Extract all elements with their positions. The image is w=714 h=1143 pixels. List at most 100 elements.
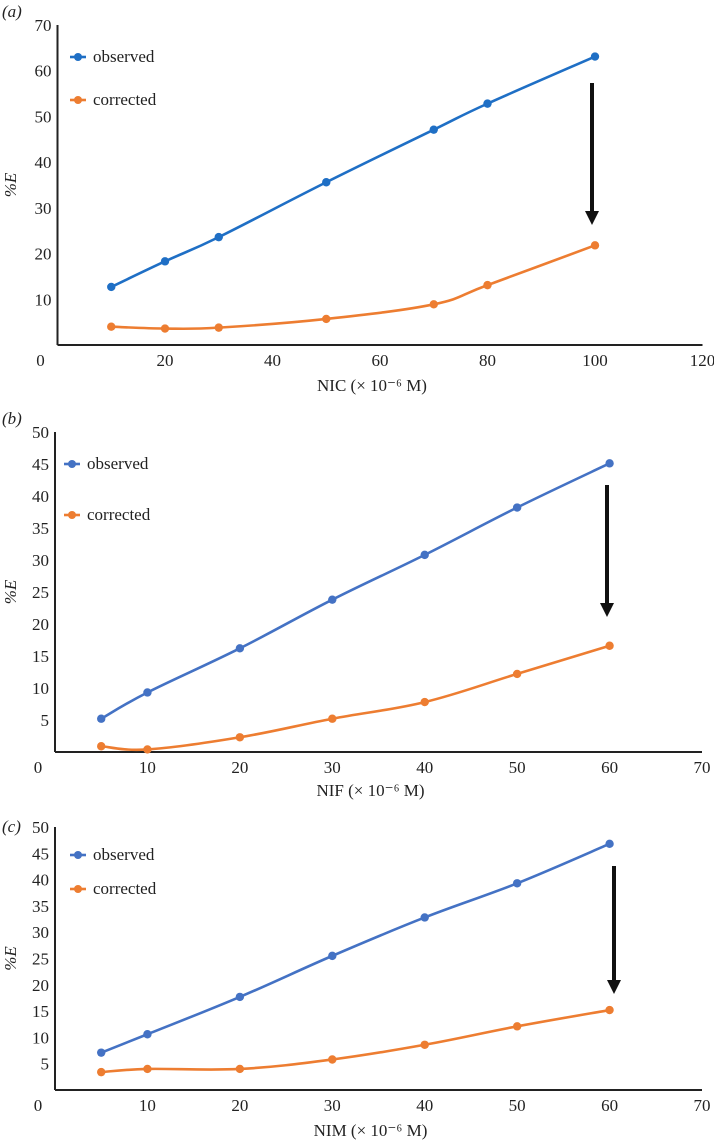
x-tick-label: 100 <box>582 351 608 370</box>
y-tick-label: 35 <box>32 897 49 916</box>
y-tick-label: 40 <box>32 871 49 890</box>
y-tick-label: 10 <box>32 679 49 698</box>
data-point-corrected <box>605 1005 614 1015</box>
x-tick-label: 40 <box>416 758 433 777</box>
panel-label: (a) <box>2 2 22 21</box>
data-point-observed <box>214 232 223 242</box>
data-point-observed <box>512 503 522 512</box>
data-point-observed <box>512 879 522 888</box>
y-tick-label: 50 <box>32 423 49 442</box>
x-axis-label: NIC (× 10⁻⁶ M) <box>317 376 427 395</box>
chart-panel-b: (b) 0 10 20 30 40 50 60 70 5 10 15 20 25 30 35 40 45 50 NIF… <box>1 409 711 800</box>
data-point-observed <box>590 52 600 61</box>
y-tick-label: 45 <box>32 844 49 863</box>
x-tick-label: 80 <box>479 351 496 370</box>
data-point-observed <box>328 595 337 604</box>
y-tick-label: 70 <box>35 16 52 35</box>
y-axis-label: %E <box>1 579 20 604</box>
y-tick-label: 30 <box>35 199 52 218</box>
y-tick-label: 30 <box>32 923 49 942</box>
x-tick-label: 60 <box>372 351 389 370</box>
x-tick-label: 40 <box>264 351 281 370</box>
panel-label: (b) <box>2 409 22 428</box>
arrow-down-icon <box>600 603 614 617</box>
y-tick-label: 10 <box>32 1028 49 1047</box>
y-tick-label: 45 <box>32 455 49 474</box>
data-point-observed <box>322 178 331 187</box>
data-point-observed <box>605 459 614 468</box>
x-tick-label: 20 <box>157 351 174 370</box>
chart-panel-c: (c) 0 10 20 30 40 50 60 70 5 10 15 20 25 30 35 40 45 50 NIM… <box>1 817 711 1140</box>
data-point-observed <box>328 951 337 961</box>
legend-marker-observed <box>74 53 82 61</box>
x-tick-label: 70 <box>694 1096 711 1115</box>
data-point-corrected <box>512 1022 522 1031</box>
data-point-observed <box>235 644 245 653</box>
x-tick-label: 30 <box>324 1096 341 1115</box>
x-tick-label: 20 <box>231 1096 248 1115</box>
x-tick-label: 10 <box>139 1096 156 1115</box>
y-tick-label: 15 <box>32 1002 49 1021</box>
data-point-corrected <box>107 322 116 331</box>
y-tick-label: 50 <box>35 107 52 126</box>
arrow-down-icon <box>585 211 599 225</box>
x-axis-label: NIF (× 10⁻⁶ M) <box>316 781 424 800</box>
y-tick-label: 5 <box>41 711 50 730</box>
series-line-observed <box>100 462 611 720</box>
x-tick-label: 0 <box>36 351 45 370</box>
x-tick-label: 30 <box>324 758 341 777</box>
x-tick-label: 50 <box>509 1096 526 1115</box>
y-tick-label: 20 <box>35 245 52 264</box>
data-point-observed <box>235 992 245 1002</box>
x-tick-label: 60 <box>601 1096 618 1115</box>
legend-label-observed: observed <box>93 845 155 864</box>
data-point-corrected <box>605 641 614 650</box>
data-point-observed <box>97 714 106 723</box>
data-point-corrected <box>328 1055 337 1064</box>
arrow-down-icon <box>607 980 621 994</box>
series-line-corrected <box>101 644 610 752</box>
data-point-corrected <box>143 745 152 754</box>
y-tick-label: 30 <box>32 551 49 570</box>
legend-marker-observed <box>68 460 76 468</box>
chart-panel-a: (a) 0 20 40 60 80 100 120 10 20 30 40 50 60 70 NIC (× 1… <box>1 2 714 395</box>
x-axis-label: NIM (× 10⁻⁶ M) <box>314 1121 428 1140</box>
y-tick-label: 35 <box>32 519 49 538</box>
x-tick-label: 50 <box>509 758 526 777</box>
data-point-corrected <box>512 669 522 679</box>
data-point-corrected <box>235 1064 245 1074</box>
panel-label: (c) <box>2 817 21 836</box>
legend-label-corrected: corrected <box>87 505 151 524</box>
data-point-corrected <box>214 323 223 332</box>
y-tick-label: 25 <box>32 950 49 969</box>
y-tick-label: 60 <box>35 62 52 81</box>
x-tick-label: 0 <box>34 1096 43 1115</box>
data-point-observed <box>143 688 152 697</box>
y-axis-label: %E <box>1 172 20 197</box>
data-point-corrected <box>420 697 429 707</box>
x-tick-label: 60 <box>601 758 618 777</box>
data-point-observed <box>420 913 429 922</box>
data-point-corrected <box>143 1064 152 1074</box>
data-point-observed <box>143 1030 152 1039</box>
y-tick-label: 5 <box>41 1055 50 1074</box>
x-tick-label: 120 <box>690 351 714 370</box>
series-line-corrected <box>101 1008 610 1074</box>
data-point-observed <box>429 125 438 134</box>
data-point-corrected <box>97 742 106 751</box>
y-tick-label: 25 <box>32 583 49 602</box>
y-tick-label: 20 <box>32 615 49 634</box>
data-point-observed <box>160 257 170 266</box>
data-point-observed <box>483 99 492 108</box>
legend-label-observed: observed <box>87 454 149 473</box>
series-line-observed <box>100 842 611 1054</box>
series-line-observed <box>110 55 596 289</box>
y-tick-label: 20 <box>32 976 49 995</box>
data-point-corrected <box>429 300 438 309</box>
data-point-corrected <box>483 280 492 290</box>
y-tick-label: 15 <box>32 647 49 666</box>
legend-label-corrected: corrected <box>93 90 157 109</box>
y-tick-label: 40 <box>32 487 49 506</box>
legend-marker-corrected <box>74 885 82 893</box>
data-point-observed <box>605 839 614 849</box>
